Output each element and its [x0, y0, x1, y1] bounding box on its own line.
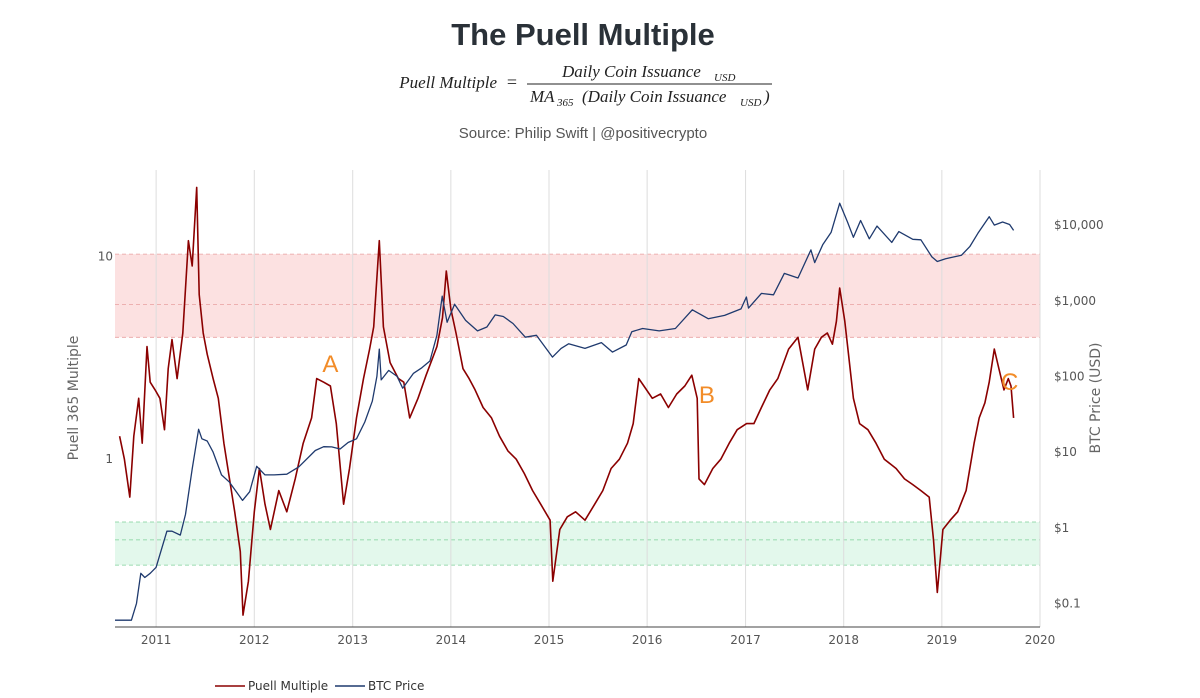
- series-lines: [115, 186, 1015, 621]
- y-right-tick-label: $1: [1054, 521, 1069, 535]
- y-right-tick-label: $0.1: [1054, 596, 1081, 610]
- band-low: [115, 521, 1040, 566]
- x-tick-label: 2016: [632, 633, 663, 647]
- annotation-b: B: [699, 382, 715, 409]
- x-tick-label: 2017: [730, 633, 761, 647]
- y-left-tick-label: 10: [98, 250, 113, 264]
- formula-lhs: Puell Multiple: [398, 73, 497, 92]
- formula-denominator-prefix-sub: 365: [556, 97, 574, 109]
- x-tick-label: 2014: [436, 633, 467, 647]
- x-axis-ticks: 2011 2012 2013 2014 2015 2016 2017 2018 2019 2020: [115, 626, 1056, 647]
- formula-numerator: Daily Coin Issuance: [561, 62, 701, 81]
- formula-denominator-sub: USD: [740, 97, 761, 109]
- y-left-axis-title: Puell 365 Multiple: [66, 336, 82, 461]
- y-left-tick-label: 1: [105, 452, 113, 466]
- x-tick-label: 2011: [141, 633, 172, 647]
- formula-denominator-prefix: MA: [529, 87, 555, 106]
- threshold-bands: [115, 253, 1040, 566]
- formula-denominator: (Daily Coin Issuance: [582, 87, 727, 106]
- x-tick-label: 2013: [337, 633, 368, 647]
- x-tick-label: 2020: [1025, 633, 1056, 647]
- annotations: A B C: [322, 351, 1018, 409]
- btc-price-line: [115, 202, 1015, 621]
- puell-multiple-line: [118, 186, 1015, 616]
- x-tick-label: 2012: [239, 633, 270, 647]
- legend-label: Puell Multiple: [248, 679, 328, 693]
- chart-legend: Puell Multiple BTC Price: [215, 679, 424, 693]
- y-right-tick-label: $100: [1054, 369, 1085, 383]
- x-tick-label: 2015: [534, 633, 565, 647]
- annotation-c: C: [1001, 369, 1018, 396]
- y-right-tick-label: $10: [1054, 445, 1077, 459]
- chart-source: Source: Philip Swift | @positivecrypto: [459, 125, 707, 142]
- chart-title: The Puell Multiple: [451, 17, 715, 52]
- band-high: [115, 254, 1040, 338]
- y-left-ticks: 1 10: [98, 250, 113, 467]
- annotation-a: A: [322, 351, 338, 378]
- formula-denominator-close: ): [763, 87, 770, 106]
- vertical-grid: [155, 170, 1041, 627]
- y-right-ticks: $0.1 $1 $10 $100 $1,000 $10,000: [1054, 218, 1104, 610]
- formula-numerator-sub: USD: [714, 72, 735, 84]
- x-tick-label: 2018: [828, 633, 859, 647]
- x-tick-label: 2019: [927, 633, 958, 647]
- puell-formula: Puell Multiple = Daily Coin Issuance USD…: [398, 62, 772, 109]
- y-right-axis-title: BTC Price (USD): [1088, 342, 1104, 453]
- y-right-tick-label: $1,000: [1054, 294, 1096, 308]
- formula-equals: =: [507, 72, 517, 92]
- y-right-tick-label: $10,000: [1054, 218, 1104, 232]
- legend-label: BTC Price: [368, 679, 424, 693]
